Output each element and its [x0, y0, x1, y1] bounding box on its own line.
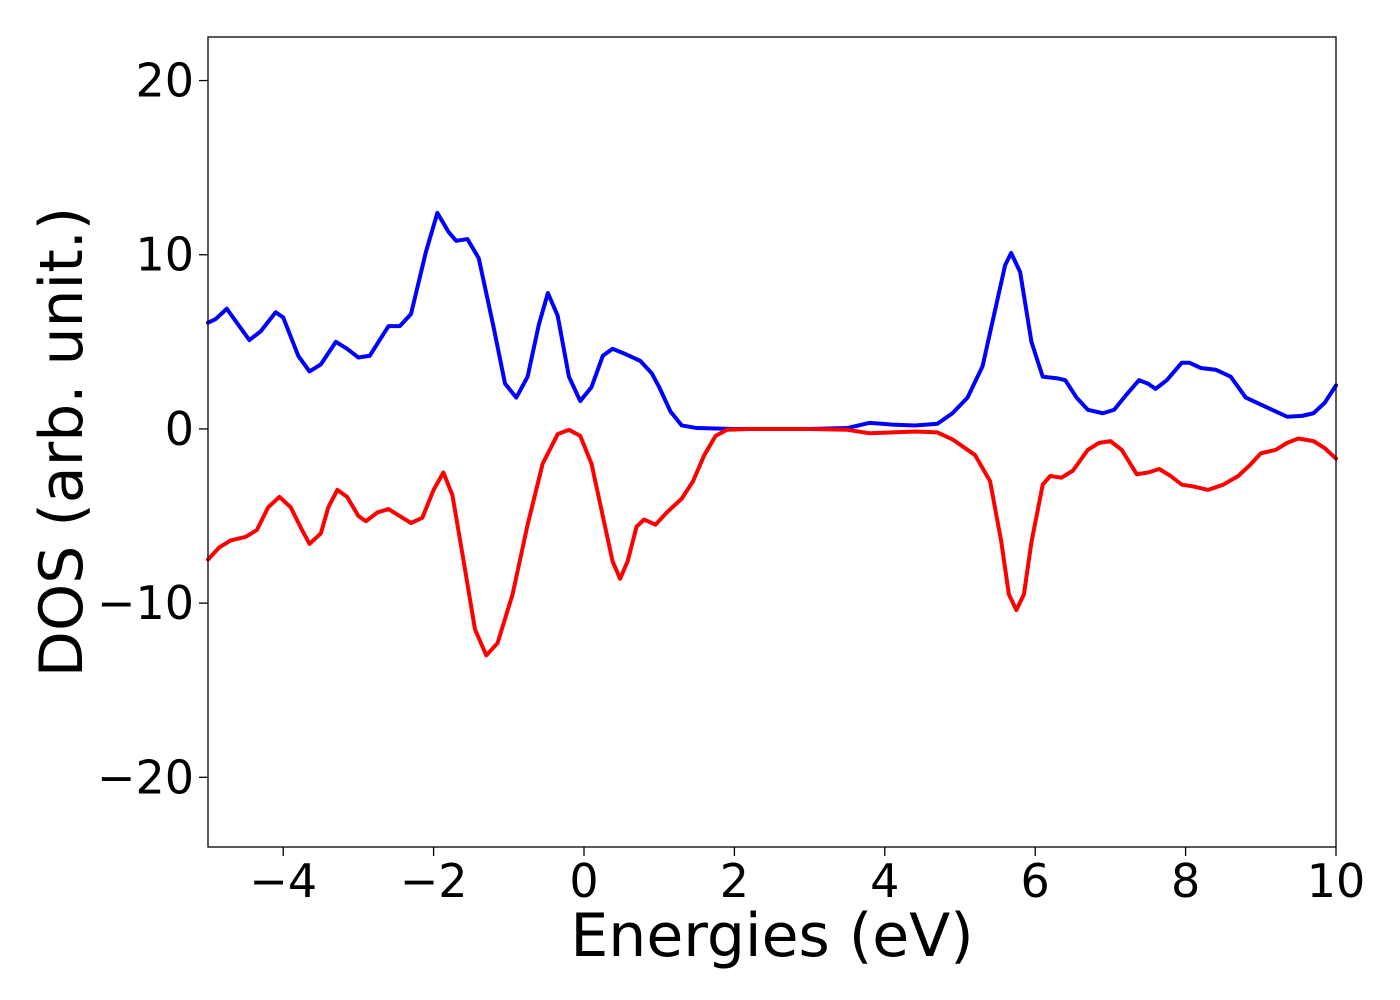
x-axis-ticks: −4 −2 0 2 4 6 8 10	[249, 847, 1365, 908]
y-axis-ticks: −20 −10 0 10 20	[97, 54, 208, 804]
x-tick-label: 0	[569, 854, 598, 908]
plot-frame	[207, 36, 1337, 848]
x-tick-label: −4	[249, 854, 317, 908]
y-axis-label: DOS (arb. unit.)	[27, 207, 97, 677]
x-axis-label: Energies (eV)	[570, 901, 973, 971]
y-tick-label: 10	[135, 228, 194, 282]
x-tick-label: 2	[720, 854, 749, 908]
series-line-1	[206, 210, 1338, 431]
x-tick-label: 4	[870, 854, 899, 908]
x-tick-label: 6	[1021, 854, 1050, 908]
plot-area	[208, 37, 1336, 847]
x-tick-label: −2	[400, 854, 468, 908]
series-line-2	[206, 426, 1338, 658]
y-tick-label: −10	[97, 576, 194, 630]
y-tick-label: 20	[135, 54, 194, 108]
y-tick-label: −20	[97, 750, 194, 804]
x-tick-label: 8	[1171, 854, 1200, 908]
series-layer	[206, 210, 1338, 658]
x-tick-label: 10	[1307, 854, 1366, 908]
y-tick-label: 0	[165, 402, 194, 456]
